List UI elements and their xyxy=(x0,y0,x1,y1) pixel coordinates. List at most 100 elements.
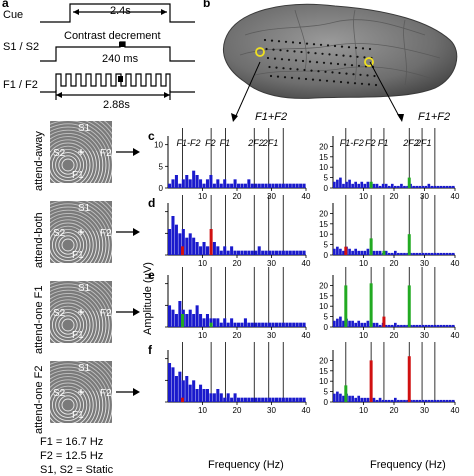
spectrum-bar xyxy=(216,246,220,255)
spectrum-bar xyxy=(384,399,388,402)
spectrum-bar xyxy=(445,399,449,402)
grating-ring xyxy=(50,289,104,343)
y-tick-label: 15 xyxy=(319,220,328,229)
grating-ring xyxy=(55,152,81,178)
spectrum-bar xyxy=(288,183,292,188)
spectrum-bar xyxy=(403,252,406,255)
highlight-bar xyxy=(344,246,348,255)
spectrum-bar xyxy=(366,320,370,327)
grating-ring xyxy=(50,296,97,343)
spectrum-bar xyxy=(212,242,216,255)
stimulus-label-s2: S2 xyxy=(53,388,66,399)
x-tick-label: 20 xyxy=(390,331,399,340)
electrode-dot xyxy=(277,40,281,43)
stimulus-label-s2: S2 xyxy=(53,228,66,239)
spectrum-bar xyxy=(168,183,172,188)
electrode-dot xyxy=(347,46,351,49)
spectrum-bar xyxy=(372,322,376,327)
electrode-dot xyxy=(301,59,305,63)
spectrum-bar xyxy=(418,399,422,402)
spectrum-bar xyxy=(254,322,258,327)
y-tick-label: 5 xyxy=(324,241,329,250)
spectrum-bar xyxy=(400,399,403,402)
electrode-dot xyxy=(284,40,288,43)
spectrum-bar xyxy=(357,250,361,255)
spectrum-bar xyxy=(219,250,223,255)
x-tick-label: 30 xyxy=(420,331,429,340)
electrode-dot xyxy=(360,82,364,85)
spectrum-bar xyxy=(281,322,285,327)
spectrum-bar xyxy=(185,237,189,255)
spectrum-bar xyxy=(366,248,370,255)
grating-ring xyxy=(50,286,107,343)
grating-ring xyxy=(50,132,101,183)
spectrum-bar xyxy=(271,397,275,402)
y-tick-label: 0 xyxy=(324,398,329,407)
electrode-dot xyxy=(357,64,361,67)
spectrum-bar xyxy=(271,250,275,255)
x-tick-label: 20 xyxy=(233,406,242,415)
spectrum-bar xyxy=(427,324,431,327)
spectrum-bar xyxy=(333,393,336,402)
electrode-dot xyxy=(270,39,274,42)
electrode-dot xyxy=(346,81,350,84)
spectrum-bar xyxy=(339,316,342,327)
spectrum-bar xyxy=(342,320,345,327)
spectrum-bar xyxy=(178,183,182,188)
spectrum-bar xyxy=(171,309,175,327)
electrode-dot xyxy=(335,53,338,57)
harmonic-header: F1-F2 xyxy=(340,138,364,148)
spectrum-bar xyxy=(254,183,258,188)
spectrum-bar xyxy=(178,301,182,327)
electrode-dot xyxy=(317,70,320,73)
grating-ring xyxy=(58,395,78,415)
spectrum-bar xyxy=(336,246,339,255)
spectrum-bar xyxy=(299,250,303,255)
spectrum-bar xyxy=(394,185,397,188)
x-tick-label: 40 xyxy=(451,406,460,415)
spectrum-bar xyxy=(219,393,223,402)
spectrum-bar xyxy=(390,183,394,188)
spectrum-bar xyxy=(212,183,216,188)
spectrum-bar xyxy=(292,250,296,255)
spectrum-bar xyxy=(274,322,278,327)
electrode-dot xyxy=(345,72,348,75)
electrode-dot xyxy=(328,53,331,56)
spectrum-bar xyxy=(299,322,303,327)
electrode-dot xyxy=(353,82,357,85)
spectrum-bar xyxy=(261,250,265,255)
electrode-dot xyxy=(279,49,282,52)
highlight-bar xyxy=(344,385,348,402)
spectrum-bar xyxy=(281,183,285,188)
spectrum-bar xyxy=(427,399,431,402)
spectrum-bar xyxy=(233,250,237,255)
electrode-dot xyxy=(265,47,268,51)
spectrum-bar xyxy=(212,318,216,327)
spectrum-bar xyxy=(192,237,196,255)
y-tick-label: 15 xyxy=(319,292,328,301)
highlight-bar xyxy=(180,397,184,402)
spectrum-bar xyxy=(430,399,434,402)
spectrum-bar xyxy=(394,322,397,327)
spectrum-bar xyxy=(188,179,192,188)
harmonic-header: 2F2 xyxy=(247,138,264,148)
spectrum-bar xyxy=(394,250,397,255)
spectrum-bar xyxy=(360,181,364,188)
grating-ring xyxy=(50,305,88,343)
spectrum-bar xyxy=(375,322,379,327)
spectrum-bar xyxy=(339,393,342,402)
electrode-dot xyxy=(324,70,327,73)
x-axis-label-left: Frequency (Hz) xyxy=(208,459,284,471)
spectrum-bar xyxy=(348,248,351,255)
x-tick-label: 10 xyxy=(198,331,207,340)
electrode-dot xyxy=(349,55,352,58)
spectrum-bar xyxy=(230,397,234,402)
spectrum-bar xyxy=(261,397,265,402)
spectrum-bar xyxy=(363,322,367,327)
spectrum-bar xyxy=(264,250,268,255)
grating-ring xyxy=(50,136,97,183)
spectrum-bar xyxy=(360,250,364,255)
grating-ring xyxy=(50,379,94,423)
spectrum-bar xyxy=(233,393,237,402)
spectrum-bar xyxy=(424,252,428,255)
